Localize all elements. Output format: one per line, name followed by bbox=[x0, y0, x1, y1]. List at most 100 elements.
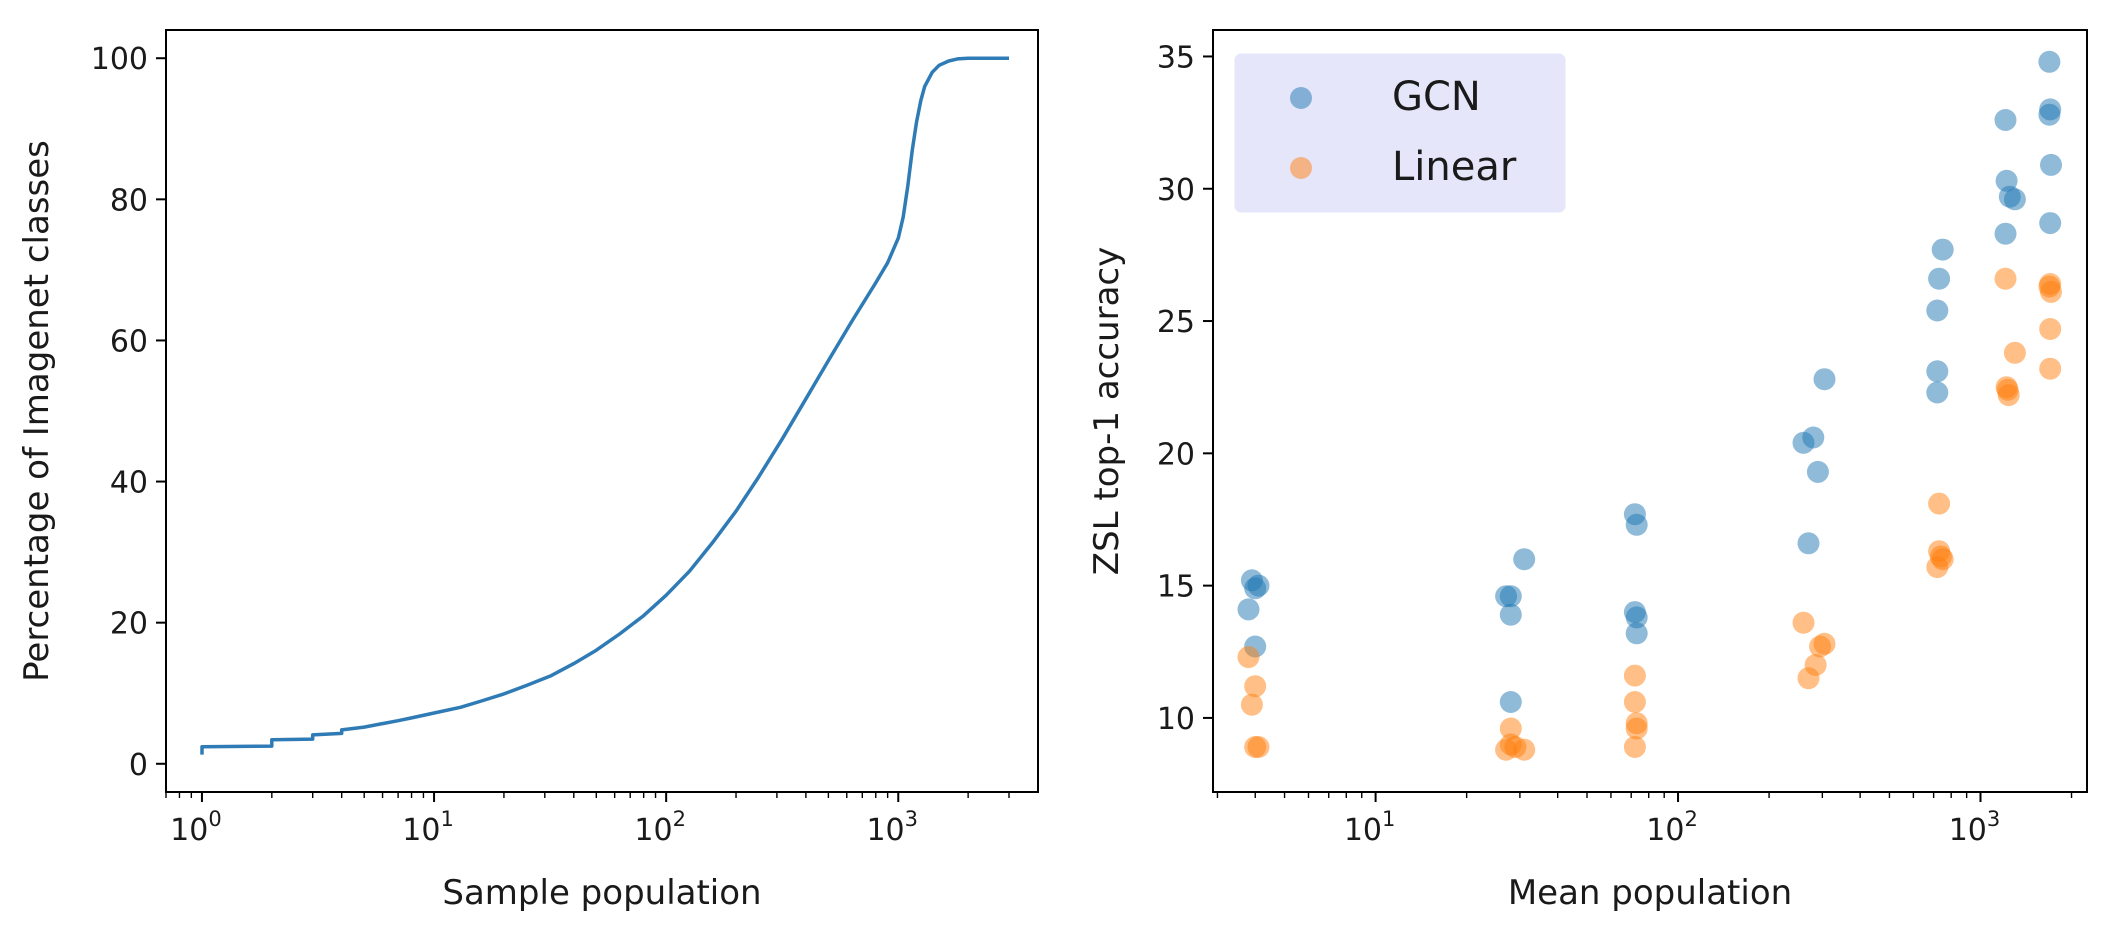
cumulative-series-line bbox=[200, 56, 1009, 755]
left-y-axis-label: Percentage of Imagenet classes bbox=[17, 140, 57, 682]
point-gcn bbox=[1513, 548, 1536, 571]
c0-x-tick-label: 101 bbox=[402, 807, 454, 848]
point-linear bbox=[1994, 267, 2017, 290]
point-linear bbox=[1499, 717, 1522, 740]
right-y-axis-label: ZSL top-1 accuracy bbox=[1087, 247, 1127, 575]
point-gcn bbox=[2038, 103, 2061, 126]
point-gcn bbox=[1994, 222, 2017, 245]
point-linear bbox=[1623, 736, 1646, 758]
c1-y-tick-label: 30 bbox=[1157, 173, 1195, 208]
point-linear bbox=[1928, 492, 1951, 515]
c1-x-tick-exp: 3 bbox=[1987, 807, 2000, 831]
c1-y-tick-label: 10 bbox=[1157, 702, 1195, 737]
c0-x-tick-exp: 0 bbox=[208, 807, 221, 831]
c1-x-tick-base: 10 bbox=[1646, 813, 1684, 848]
point-linear bbox=[2038, 275, 2061, 298]
point-gcn bbox=[1237, 598, 1260, 621]
point-gcn bbox=[1931, 238, 1954, 261]
point-gcn bbox=[1625, 513, 1648, 536]
point-linear bbox=[2039, 318, 2062, 340]
left-series-group bbox=[200, 56, 1009, 755]
point-linear bbox=[2003, 341, 2026, 364]
legend-box bbox=[1234, 53, 1566, 213]
point-gcn bbox=[1802, 426, 1825, 449]
point-linear bbox=[1792, 611, 1815, 634]
c0-y-tick-label: 80 bbox=[110, 183, 148, 218]
left-plot-area-frame bbox=[165, 29, 1039, 793]
c0-x-tick-base: 10 bbox=[866, 813, 904, 848]
point-linear bbox=[1244, 675, 1267, 698]
legend: GCN Linear bbox=[1234, 53, 1566, 213]
point-gcn bbox=[1994, 109, 2017, 131]
legend-label-gcn: GCN bbox=[1392, 74, 1481, 120]
point-gcn bbox=[1797, 532, 1820, 555]
legend-marker-gcn bbox=[1290, 87, 1312, 109]
c1-y-tick-label: 35 bbox=[1157, 40, 1195, 75]
c0-x-tick-base: 10 bbox=[402, 813, 440, 848]
right-plot-area-frame bbox=[1212, 29, 2088, 793]
c1-x-tick-exp: 1 bbox=[1382, 807, 1395, 831]
point-gcn bbox=[1499, 585, 1522, 608]
point-linear bbox=[1237, 646, 1260, 669]
c0-x-tick-label: 100 bbox=[170, 807, 222, 848]
c1-x-tick-label: 103 bbox=[1949, 807, 2001, 848]
point-linear bbox=[2039, 357, 2062, 380]
c0-x-tick-label: 103 bbox=[866, 807, 918, 848]
point-linear bbox=[1247, 736, 1270, 758]
point-gcn bbox=[2038, 50, 2061, 73]
legend-label-linear: Linear bbox=[1392, 144, 1517, 190]
c1-x-tick-label: 102 bbox=[1646, 807, 1698, 848]
point-gcn bbox=[1499, 691, 1522, 713]
c0-y-tick-label: 60 bbox=[110, 324, 148, 359]
point-linear bbox=[1625, 717, 1648, 740]
point-linear bbox=[1813, 632, 1836, 655]
c1-y-tick-label: 25 bbox=[1157, 305, 1195, 340]
point-gcn bbox=[1926, 360, 1949, 383]
c0-x-tick-exp: 2 bbox=[673, 807, 686, 831]
c0-x-tick-label: 102 bbox=[634, 807, 686, 848]
point-gcn bbox=[2040, 153, 2062, 176]
point-gcn bbox=[1926, 381, 1949, 404]
point-gcn bbox=[1813, 368, 1836, 391]
c0-x-tick-exp: 3 bbox=[905, 807, 918, 831]
c1-y-tick-label: 20 bbox=[1157, 437, 1195, 472]
c0-x-tick-base: 10 bbox=[170, 813, 208, 848]
point-gcn bbox=[1625, 606, 1648, 629]
point-gcn bbox=[2003, 188, 2026, 211]
c1-x-tick-base: 10 bbox=[1344, 813, 1382, 848]
legend-marker-linear bbox=[1290, 157, 1312, 179]
point-linear bbox=[1997, 384, 2020, 407]
point-linear bbox=[1240, 693, 1263, 716]
point-gcn bbox=[1499, 603, 1522, 626]
point-gcn bbox=[1926, 299, 1949, 322]
series-linear bbox=[1237, 267, 2062, 761]
c0-y-tick-label: 20 bbox=[110, 607, 148, 642]
point-gcn bbox=[1625, 622, 1648, 645]
right-series-group bbox=[1237, 50, 2062, 761]
point-gcn bbox=[2039, 212, 2062, 235]
c1-x-tick-label: 101 bbox=[1344, 807, 1396, 848]
point-gcn bbox=[1928, 267, 1951, 290]
c0-x-tick-base: 10 bbox=[634, 813, 672, 848]
point-gcn bbox=[1806, 460, 1829, 483]
right-x-axis-label: Mean population bbox=[1508, 873, 1792, 913]
point-linear bbox=[1797, 667, 1820, 690]
c1-x-tick-exp: 2 bbox=[1684, 807, 1697, 831]
point-linear bbox=[1623, 664, 1646, 687]
c1-y-tick-label: 15 bbox=[1157, 570, 1195, 605]
point-linear bbox=[1926, 556, 1949, 579]
c1-x-tick-base: 10 bbox=[1949, 813, 1987, 848]
point-linear bbox=[1623, 691, 1646, 713]
left-x-axis-label: Sample population bbox=[442, 873, 761, 913]
series-gcn bbox=[1237, 50, 2062, 713]
c0-y-tick-label: 100 bbox=[91, 42, 148, 77]
c0-x-tick-exp: 1 bbox=[440, 807, 453, 831]
point-gcn bbox=[1247, 574, 1270, 597]
point-linear bbox=[1513, 738, 1536, 761]
c0-y-tick-label: 0 bbox=[129, 748, 148, 783]
